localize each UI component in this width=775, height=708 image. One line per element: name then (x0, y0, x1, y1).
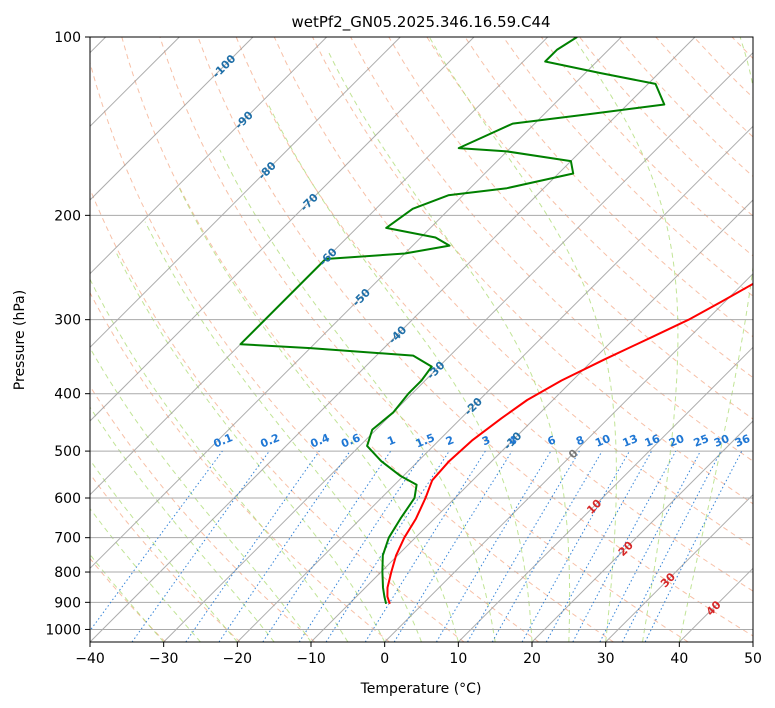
moist-adiabat (90, 459, 238, 642)
y-tick-label: 900 (54, 595, 81, 611)
isotherm-line (310, 199, 753, 642)
moist-adiabat (178, 187, 459, 642)
y-tick-label: 400 (54, 387, 81, 403)
y-tick-label: 100 (54, 30, 81, 46)
mixing-ratio-label: 1 (385, 433, 397, 448)
isotherm-line (384, 272, 753, 642)
dry-adiabat (312, 37, 753, 505)
plot-area (90, 37, 753, 642)
isotherm-line (236, 125, 753, 642)
moist-adiabat (90, 347, 312, 642)
dry-adiabat (90, 61, 540, 642)
chart-title: wetPf2_GN05.2025.346.16.59.C44 (291, 13, 550, 32)
dry-adiabat (90, 291, 390, 642)
moist-adiabat (144, 221, 422, 642)
moist-adiabat (428, 37, 617, 642)
mixing-ratio-line (393, 450, 513, 642)
moist-adiabat (326, 49, 571, 642)
y-tick-label: 500 (54, 444, 81, 460)
dry-adiabat (502, 37, 753, 297)
mixing-ratio-line (572, 450, 677, 642)
y-tick-label: 300 (54, 313, 81, 329)
mixing-ratio-label: 2 (444, 433, 456, 448)
mixing-ratio-label: 25 (692, 432, 711, 450)
mixing-ratio-label: 10 (593, 432, 612, 450)
moist-adiabat (90, 553, 165, 642)
dry-adiabat (273, 37, 753, 548)
y-tick-label: 700 (54, 531, 81, 547)
x-tick-label: 20 (523, 651, 541, 667)
y-tick-label: 600 (54, 491, 81, 507)
isotherm-line (163, 51, 753, 642)
x-axis-label: Temperature (°C) (360, 681, 482, 697)
mixing-ratio-line (521, 450, 630, 642)
y-tick-label: 800 (54, 565, 81, 581)
mixing-ratio-label: 3 (480, 433, 492, 448)
mixing-ratio-label: 8 (574, 433, 586, 448)
y-axis: 1000 900 800 700 600 500 400 300 200 100 (45, 30, 90, 638)
dry-adiabat (90, 473, 241, 642)
dry-adiabat (235, 37, 753, 592)
mixing-ratio-label: 13 (621, 432, 640, 450)
dry-adiabat (121, 37, 614, 642)
isotherm-line (457, 346, 753, 642)
x-tick-label: −10 (296, 651, 326, 667)
temperature-trace (386, 282, 753, 605)
isotherm-line (90, 37, 696, 642)
mixing-ratio-line (298, 450, 425, 642)
x-tick-label: 10 (449, 651, 467, 667)
y-tick-label: 200 (54, 208, 81, 224)
mixing-ratio-line (325, 450, 450, 642)
mixing-ratio-label: 30 (712, 432, 731, 450)
isotherm-line (90, 37, 328, 275)
dry-adiabat (90, 187, 465, 642)
y-tick-label: 1000 (45, 622, 81, 638)
dry-adiabat (90, 385, 316, 642)
dry-adiabat (159, 37, 689, 642)
mixing-ratio-line (262, 450, 392, 642)
isotherm-line (90, 37, 254, 201)
moist-adiabat (90, 507, 201, 642)
moist-adiabat (267, 104, 533, 642)
y-axis-label: Pressure (hPa) (12, 290, 28, 390)
isotherm-line (90, 37, 475, 422)
x-tick-label: 50 (744, 651, 762, 667)
dry-adiabat (90, 557, 166, 642)
isotherm-line (90, 37, 401, 349)
x-tick-label: −30 (149, 651, 179, 667)
mixing-ratio-line (185, 450, 320, 642)
moist-adiabat (90, 406, 275, 642)
x-tick-label: 0 (380, 651, 389, 667)
mixing-ratio-line (545, 450, 653, 642)
isotherm-line (90, 37, 622, 570)
x-tick-label: 40 (670, 651, 688, 667)
mixing-ratio-line (90, 450, 223, 632)
mixing-ratio-label: 20 (667, 432, 686, 450)
dry-adiabat (350, 37, 753, 462)
dry-adiabat (464, 37, 753, 338)
mixing-ratio-line (218, 450, 351, 642)
dewpoint-trace (239, 37, 666, 605)
mixing-ratio-line (131, 450, 270, 642)
mixing-ratio-label: 16 (643, 432, 662, 450)
isotherm-line (605, 493, 753, 642)
x-axis: −40 −30 −20 −10 0 10 20 30 40 50 (75, 642, 762, 667)
x-tick-label: −20 (223, 651, 253, 667)
moist-adiabat (90, 278, 349, 642)
isotherm-line (531, 420, 753, 642)
mixing-ratio-line (644, 450, 743, 642)
x-tick-label: −40 (75, 651, 105, 667)
moist-adiabat (572, 37, 679, 642)
x-tick-label: 30 (597, 651, 615, 667)
plot-frame (89, 36, 754, 643)
moist-adiabat (115, 251, 386, 642)
mixing-ratio-label: 36 (733, 432, 752, 450)
